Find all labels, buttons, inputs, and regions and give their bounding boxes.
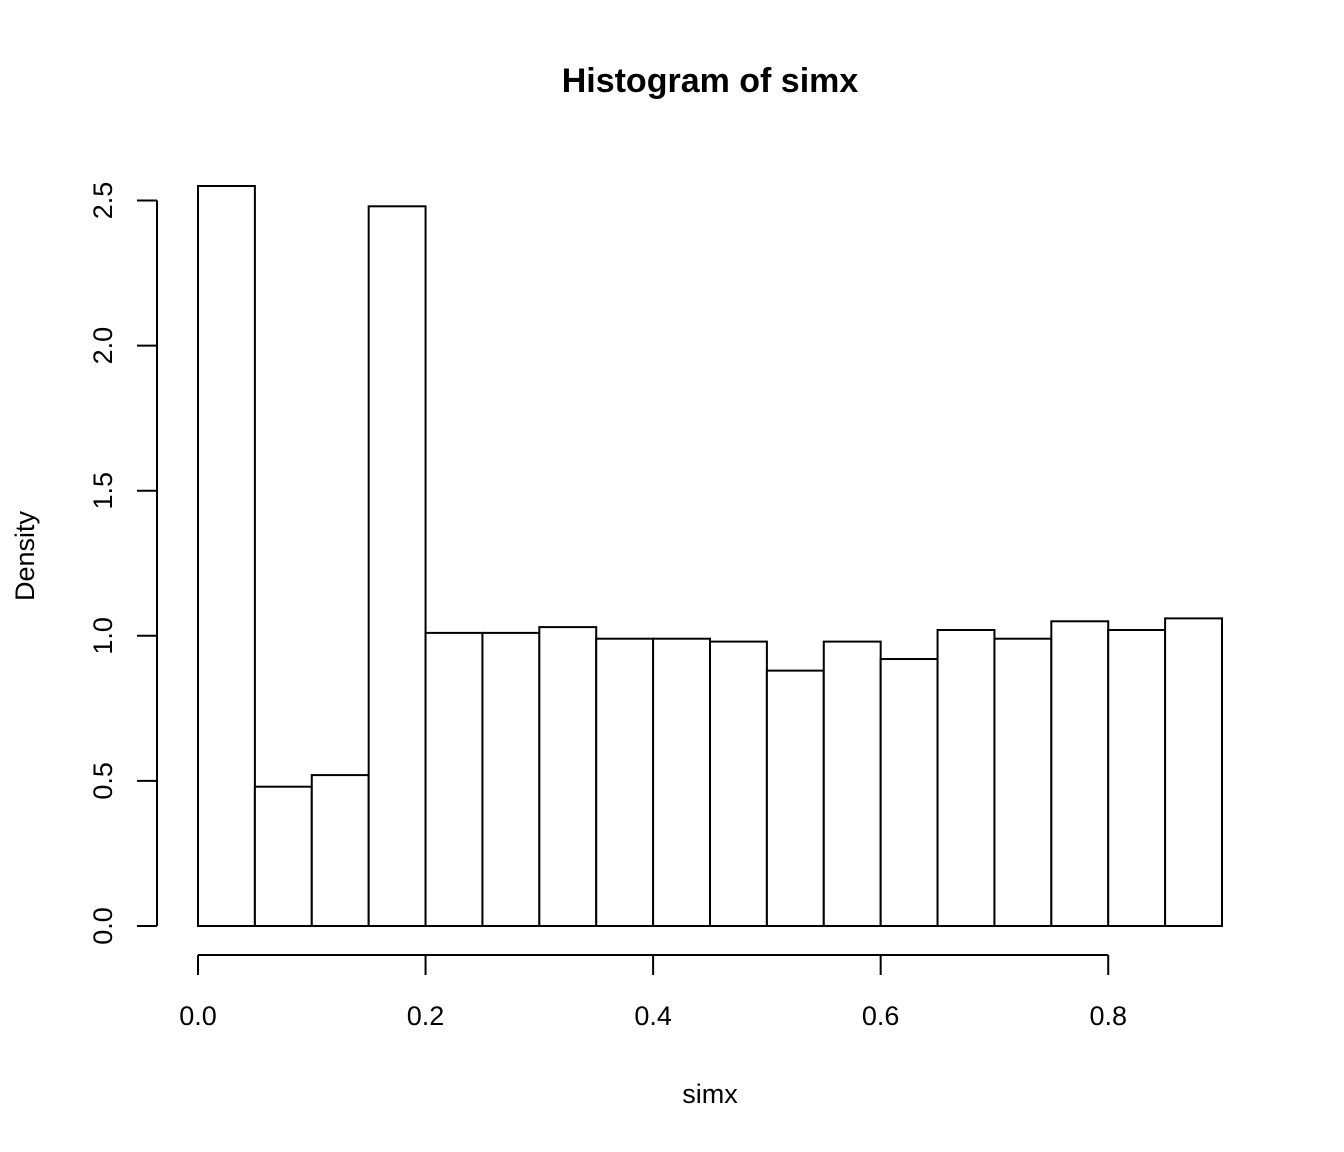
histogram-bar xyxy=(1107,628,1167,927)
histogram-bar xyxy=(993,637,1053,928)
x-axis: 0.0 0.2 0.4 0.6 0.8 xyxy=(179,954,1127,1031)
bars-group xyxy=(197,184,1223,928)
y-axis: 0.0 0.5 1.0 1.5 2.0 2.5 xyxy=(88,182,158,945)
chart-title: Histogram of simx xyxy=(562,62,859,100)
histogram-bar xyxy=(822,640,882,927)
histogram-bar xyxy=(936,628,996,927)
histogram-bar xyxy=(879,658,939,927)
histogram-bar xyxy=(310,774,370,928)
x-tick-label: 0.6 xyxy=(862,1001,900,1031)
histogram-bar xyxy=(424,631,484,927)
histogram-bar xyxy=(367,205,427,927)
histogram-bar xyxy=(481,631,541,927)
histogram-bar xyxy=(538,626,598,927)
x-axis-label: simx xyxy=(682,1079,738,1109)
y-axis-label: Density xyxy=(10,510,40,601)
x-tick-label: 0.2 xyxy=(407,1001,445,1031)
histogram-bar xyxy=(1050,620,1110,927)
histogram-bar xyxy=(652,637,711,928)
x-tick-label: 0.4 xyxy=(634,1001,672,1031)
y-tick-label: 2.0 xyxy=(88,327,118,365)
y-tick-label: 1.0 xyxy=(88,617,118,655)
histogram-bar xyxy=(1164,617,1223,927)
y-tick-label: 1.5 xyxy=(88,472,118,510)
y-tick-label: 2.5 xyxy=(88,182,118,220)
histogram-bar xyxy=(765,669,825,928)
histogram-bar xyxy=(595,637,655,928)
y-tick-label: 0.0 xyxy=(88,907,118,945)
y-tick-label: 0.5 xyxy=(88,762,118,800)
x-tick-label: 0.0 xyxy=(179,1001,217,1031)
histogram-bar xyxy=(253,785,313,927)
histogram-bar xyxy=(197,184,256,928)
x-tick-label: 0.8 xyxy=(1089,1001,1127,1031)
histogram-bar xyxy=(709,640,768,927)
